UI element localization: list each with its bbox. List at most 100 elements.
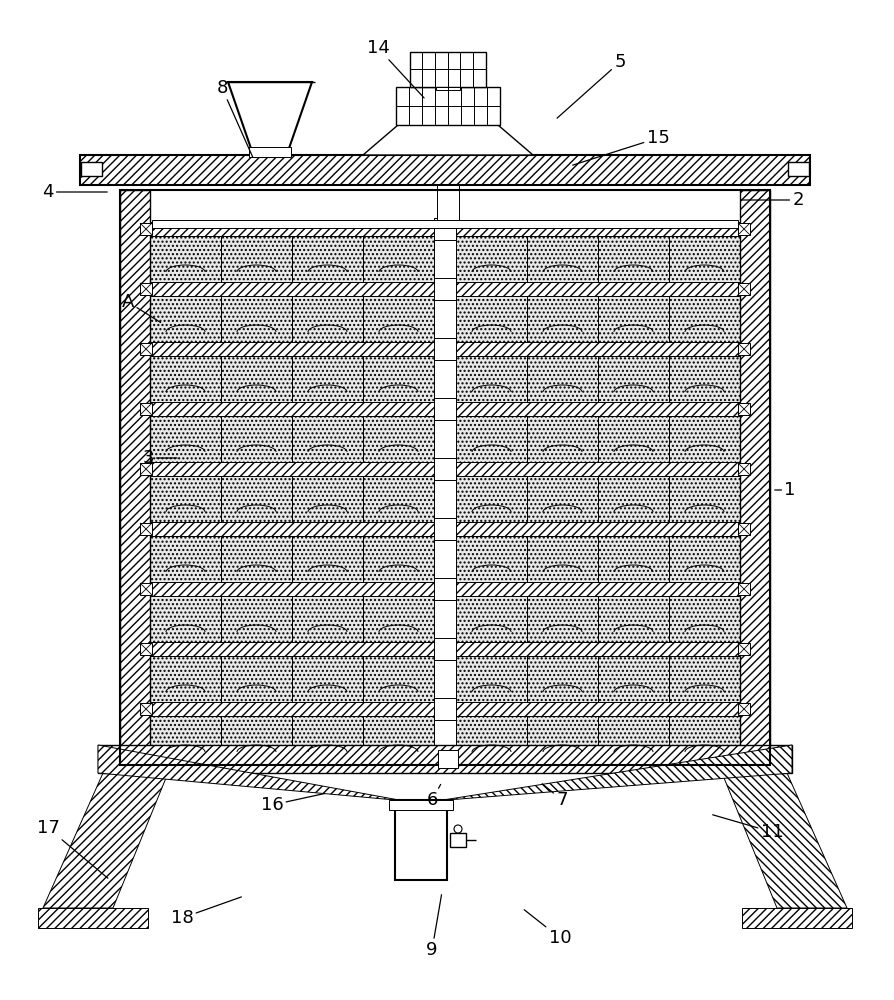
Bar xyxy=(738,703,749,715)
Bar xyxy=(221,356,291,402)
Bar xyxy=(597,296,668,342)
Bar xyxy=(81,162,102,176)
Bar xyxy=(455,656,527,702)
Bar xyxy=(527,296,597,342)
Bar xyxy=(668,656,739,702)
Bar xyxy=(668,596,739,642)
Bar xyxy=(455,536,527,582)
Bar xyxy=(455,596,527,642)
Bar xyxy=(527,656,597,702)
Bar xyxy=(150,236,221,282)
Bar xyxy=(455,356,527,402)
Bar xyxy=(436,185,459,220)
Bar xyxy=(738,463,749,475)
Bar xyxy=(455,296,527,342)
Bar xyxy=(738,643,749,655)
Bar xyxy=(221,236,291,282)
Bar xyxy=(152,220,738,228)
Polygon shape xyxy=(97,745,399,800)
Bar xyxy=(80,155,809,185)
Bar xyxy=(150,476,221,522)
Bar xyxy=(363,536,434,582)
Bar xyxy=(139,703,152,715)
Bar xyxy=(738,283,749,295)
Bar xyxy=(139,583,152,595)
Bar xyxy=(150,462,739,476)
Text: 6: 6 xyxy=(426,784,440,809)
Bar xyxy=(291,536,363,582)
Bar xyxy=(139,343,152,355)
Bar xyxy=(668,536,739,582)
Text: 9: 9 xyxy=(426,895,441,959)
Bar xyxy=(597,236,668,282)
Text: 16: 16 xyxy=(260,794,324,814)
Bar xyxy=(150,702,739,716)
Bar xyxy=(435,87,460,90)
Bar xyxy=(150,536,221,582)
Polygon shape xyxy=(363,125,533,155)
Bar xyxy=(291,356,363,402)
Bar xyxy=(363,356,434,402)
Bar xyxy=(150,522,739,536)
Bar xyxy=(434,458,455,480)
Bar xyxy=(450,833,466,847)
Bar xyxy=(434,638,455,660)
Bar xyxy=(363,416,434,462)
Text: 11: 11 xyxy=(712,815,782,841)
Bar xyxy=(139,643,152,655)
Text: A: A xyxy=(122,293,160,323)
Bar xyxy=(597,656,668,702)
Bar xyxy=(389,800,452,810)
Text: 10: 10 xyxy=(524,910,570,947)
Bar xyxy=(738,343,749,355)
Text: 2: 2 xyxy=(740,191,803,209)
Bar xyxy=(668,716,739,762)
Bar xyxy=(741,908,851,928)
Bar xyxy=(150,716,221,762)
Text: 3: 3 xyxy=(142,449,177,467)
Bar xyxy=(668,356,739,402)
Bar xyxy=(221,716,291,762)
Bar xyxy=(139,223,152,235)
Bar xyxy=(150,296,221,342)
Bar xyxy=(221,596,291,642)
Bar xyxy=(139,283,152,295)
Bar xyxy=(739,190,769,765)
Bar xyxy=(363,296,434,342)
Bar xyxy=(434,578,455,600)
Bar xyxy=(221,476,291,522)
Bar xyxy=(150,222,739,236)
Text: 4: 4 xyxy=(42,183,107,201)
Bar xyxy=(527,416,597,462)
Bar xyxy=(455,716,527,762)
Bar xyxy=(527,596,597,642)
Bar xyxy=(221,296,291,342)
Bar xyxy=(363,656,434,702)
Bar xyxy=(139,403,152,415)
Bar xyxy=(139,523,152,535)
Text: 17: 17 xyxy=(37,819,108,878)
Bar xyxy=(395,87,500,125)
Bar xyxy=(597,476,668,522)
Bar xyxy=(455,236,527,282)
Bar xyxy=(455,476,527,522)
Bar xyxy=(150,356,221,402)
Bar xyxy=(150,416,221,462)
Bar xyxy=(597,416,668,462)
Bar xyxy=(409,52,485,87)
Bar xyxy=(150,642,739,656)
Bar xyxy=(291,476,363,522)
Bar xyxy=(291,416,363,462)
Bar xyxy=(668,236,739,282)
Bar xyxy=(738,523,749,535)
Bar xyxy=(363,596,434,642)
Bar xyxy=(434,338,455,360)
Bar xyxy=(437,750,458,768)
Circle shape xyxy=(453,825,461,833)
Polygon shape xyxy=(43,773,168,908)
Text: 14: 14 xyxy=(367,39,424,98)
Polygon shape xyxy=(228,82,312,157)
Bar xyxy=(527,356,597,402)
Bar xyxy=(291,596,363,642)
Bar xyxy=(150,596,221,642)
